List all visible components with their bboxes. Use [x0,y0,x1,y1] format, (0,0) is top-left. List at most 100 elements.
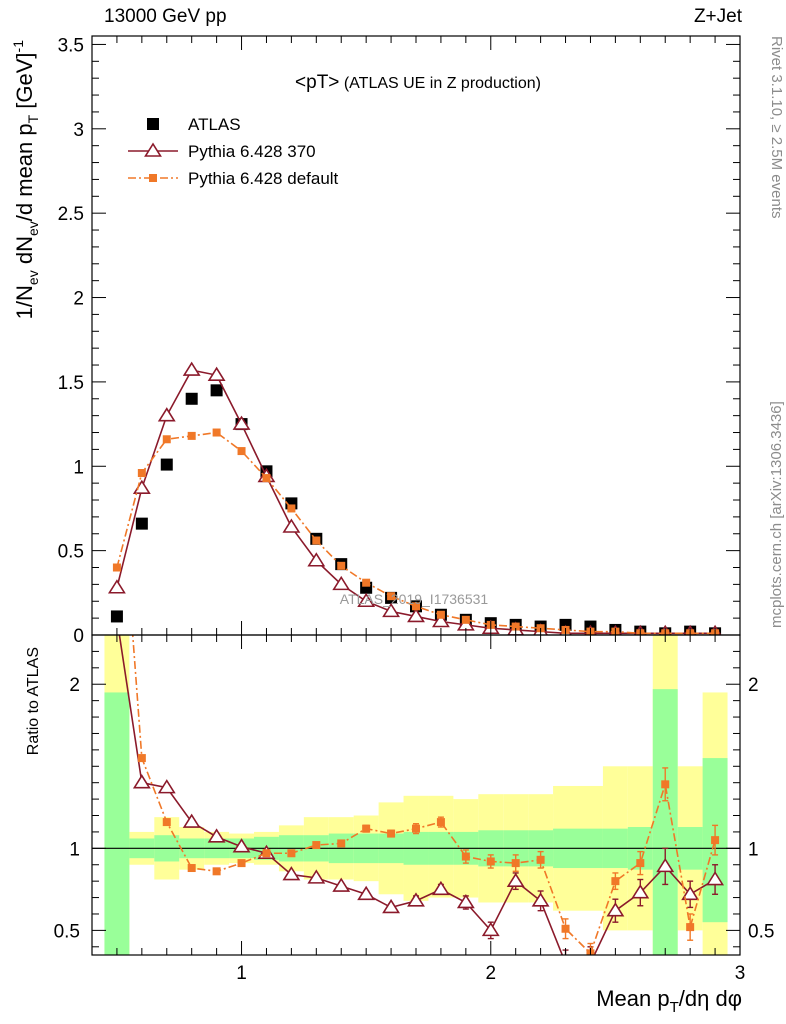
ratio-ytick-label-left-1: 1 [69,839,80,860]
main-point-pythia-6-428-default-10 [362,578,371,587]
ratio-point-pythia-6-428-370-22 [656,857,675,873]
ratio-band-inner-bin-0 [104,692,130,955]
ratio-point-pythia-6-428-default-2 [162,818,171,827]
legend: ATLAS Pythia 6.428 370 Pythia 6.428 defaul… [128,115,339,188]
main-ytick-label-2: 1 [73,457,84,478]
ratio-point-pythia-6-428-370-10 [357,885,376,901]
ratio-point-pythia-6-428-370-8 [307,869,326,884]
ratio-point-pythia-6-428-370-11 [382,898,401,914]
ratio-point-pythia-6-428-370-19 [590,954,591,955]
ratio-point-pythia-6-428-370-16 [506,872,525,887]
main-ytick-label-4: 2 [73,289,84,310]
ratio-point-pythia-6-428-370-12 [407,892,425,907]
main-point-pythia-6-428-370-11 [382,602,401,618]
main-point-pythia-6-428-default-6 [262,474,271,483]
ratio-xtick-label-2: 3 [735,963,746,984]
main-ytick-label-0: 0 [73,626,84,647]
main-point-pythia-6-428-default-11 [387,592,396,601]
ratio-point-pythia-6-428-370-4 [207,828,226,843]
main-point-pythia-6-428-370-0 [107,579,126,594]
ratio-point-pythia-6-428-370-21 [631,884,650,899]
main-point-pythia-6-428-370-5 [232,415,251,430]
ratio-point-pythia-6-428-default-5 [237,859,246,868]
main-point-pythia-6-428-default-1 [137,469,146,478]
main-ytick-label-6: 3 [73,120,84,141]
main-point-atlas-0 [110,610,123,623]
ratio-point-pythia-6-428-370-18 [565,954,566,955]
main-point-atlas-4 [210,384,223,397]
ratio-xtick-label-1: 2 [485,963,496,984]
ratio-point-pythia-6-428-370-17 [531,892,550,907]
ratio-point-pythia-6-428-default-14 [461,852,470,861]
ratio-point-pythia-6-428-370-24 [706,871,725,886]
ratio-point-pythia-6-428-default-8 [312,841,321,850]
ratio-point-pythia-6-428-default-13 [436,818,445,827]
main-y-axis-label: 1/Nev dNev/d mean pT [GeV]-1 [10,40,41,320]
legend-marker-atlas [147,118,159,130]
ratio-ytick-label-right-1: 1 [748,839,759,860]
main-point-pythia-6-428-default-4 [212,428,221,437]
ratio-point-pythia-6-428-default-16 [511,859,520,868]
ratio-point-pythia-6-428-default-9 [337,839,346,848]
main-point-pythia-6-428-default-3 [187,431,196,440]
ratio-ytick-label-left-0: 0.5 [54,921,80,942]
main-point-pythia-6-428-370-1 [132,479,151,495]
ratio-point-pythia-6-428-default-22 [661,780,670,789]
ratio-point-pythia-6-428-default-3 [187,864,196,873]
ratio-point-pythia-6-428-default-11 [387,829,396,838]
ratio-point-pythia-6-428-default-17 [536,855,545,864]
main-ytick-label-7: 3.5 [58,35,84,56]
main-point-pythia-6-428-370-3 [182,361,201,376]
ratio-point-pythia-6-428-370-3 [182,813,201,828]
ratio-ytick-label-right-0: 0.5 [748,921,774,942]
main-point-pythia-6-428-370-10 [357,592,376,608]
ratio-point-pythia-6-428-370-7 [282,866,301,881]
legend-label-atlas: ATLAS [188,115,241,134]
ratio-point-pythia-6-428-370-23 [681,885,700,901]
ratio-point-pythia-6-428-370-9 [332,877,351,892]
main-point-pythia-6-428-370-2 [157,407,176,422]
main-ytick-label-3: 1.5 [58,373,84,394]
main-point-pythia-6-428-default-14 [461,615,470,624]
ratio-point-pythia-6-428-default-18 [561,924,570,933]
ratio-point-pythia-6-428-370-14 [456,893,475,909]
legend-marker-pythia-6-428-default [149,174,157,182]
header-process: 13000 GeV pp [104,6,227,27]
main-point-pythia-6-428-370-7 [282,518,301,533]
main-ytick-label-5: 2.5 [58,204,84,225]
main-point-pythia-6-428-default-9 [337,561,346,570]
axis-ticks [91,36,741,955]
ratio-point-pythia-6-428-370-13 [431,880,450,896]
ratio-point-pythia-6-428-default-23 [686,923,695,932]
x-axis-label: Mean pT/dη dφ [596,986,742,1016]
legend-label-pythia-6-428-default: Pythia 6.428 default [188,169,339,188]
ratio-uncertainty-bands [104,635,728,955]
main-point-pythia-6-428-default-7 [287,504,296,513]
ratio-point-pythia-6-428-default-7 [287,849,296,858]
ratio-plot-series [118,635,725,955]
ratio-point-pythia-6-428-370-2 [157,779,176,794]
main-point-pythia-6-428-default-13 [436,610,445,619]
main-ytick-label-1: 0.5 [58,542,84,563]
header-channel: Z+Jet [693,6,742,27]
main-point-pythia-6-428-default-2 [162,435,171,444]
main-point-pythia-6-428-default-0 [112,563,121,572]
legend-label-pythia-6-428-370: Pythia 6.428 370 [188,142,316,161]
ratio-point-pythia-6-428-default-21 [636,859,645,868]
ratio-ytick-label-right-2: 2 [748,675,759,696]
ratio-point-pythia-6-428-default-4 [212,867,221,876]
main-point-pythia-6-428-370-13 [431,612,450,628]
main-point-atlas-3 [185,392,198,405]
ratio-xtick-label-0: 1 [236,963,247,984]
main-point-pythia-6-428-default-8 [312,536,321,545]
main-point-atlas-2 [160,458,173,471]
plot-title: <pT> (ATLAS UE in Z production) [295,72,541,93]
ratio-point-pythia-6-428-default-12 [412,824,420,833]
ratio-point-pythia-6-428-default-20 [611,877,620,886]
ratio-point-pythia-6-428-default-6 [262,849,271,858]
ratio-ytick-label-left-2: 2 [69,675,80,696]
main-point-pythia-6-428-default-5 [237,447,246,456]
ratio-band-inner-bin-22 [652,689,678,955]
main-point-pythia-6-428-default-16 [511,622,520,631]
